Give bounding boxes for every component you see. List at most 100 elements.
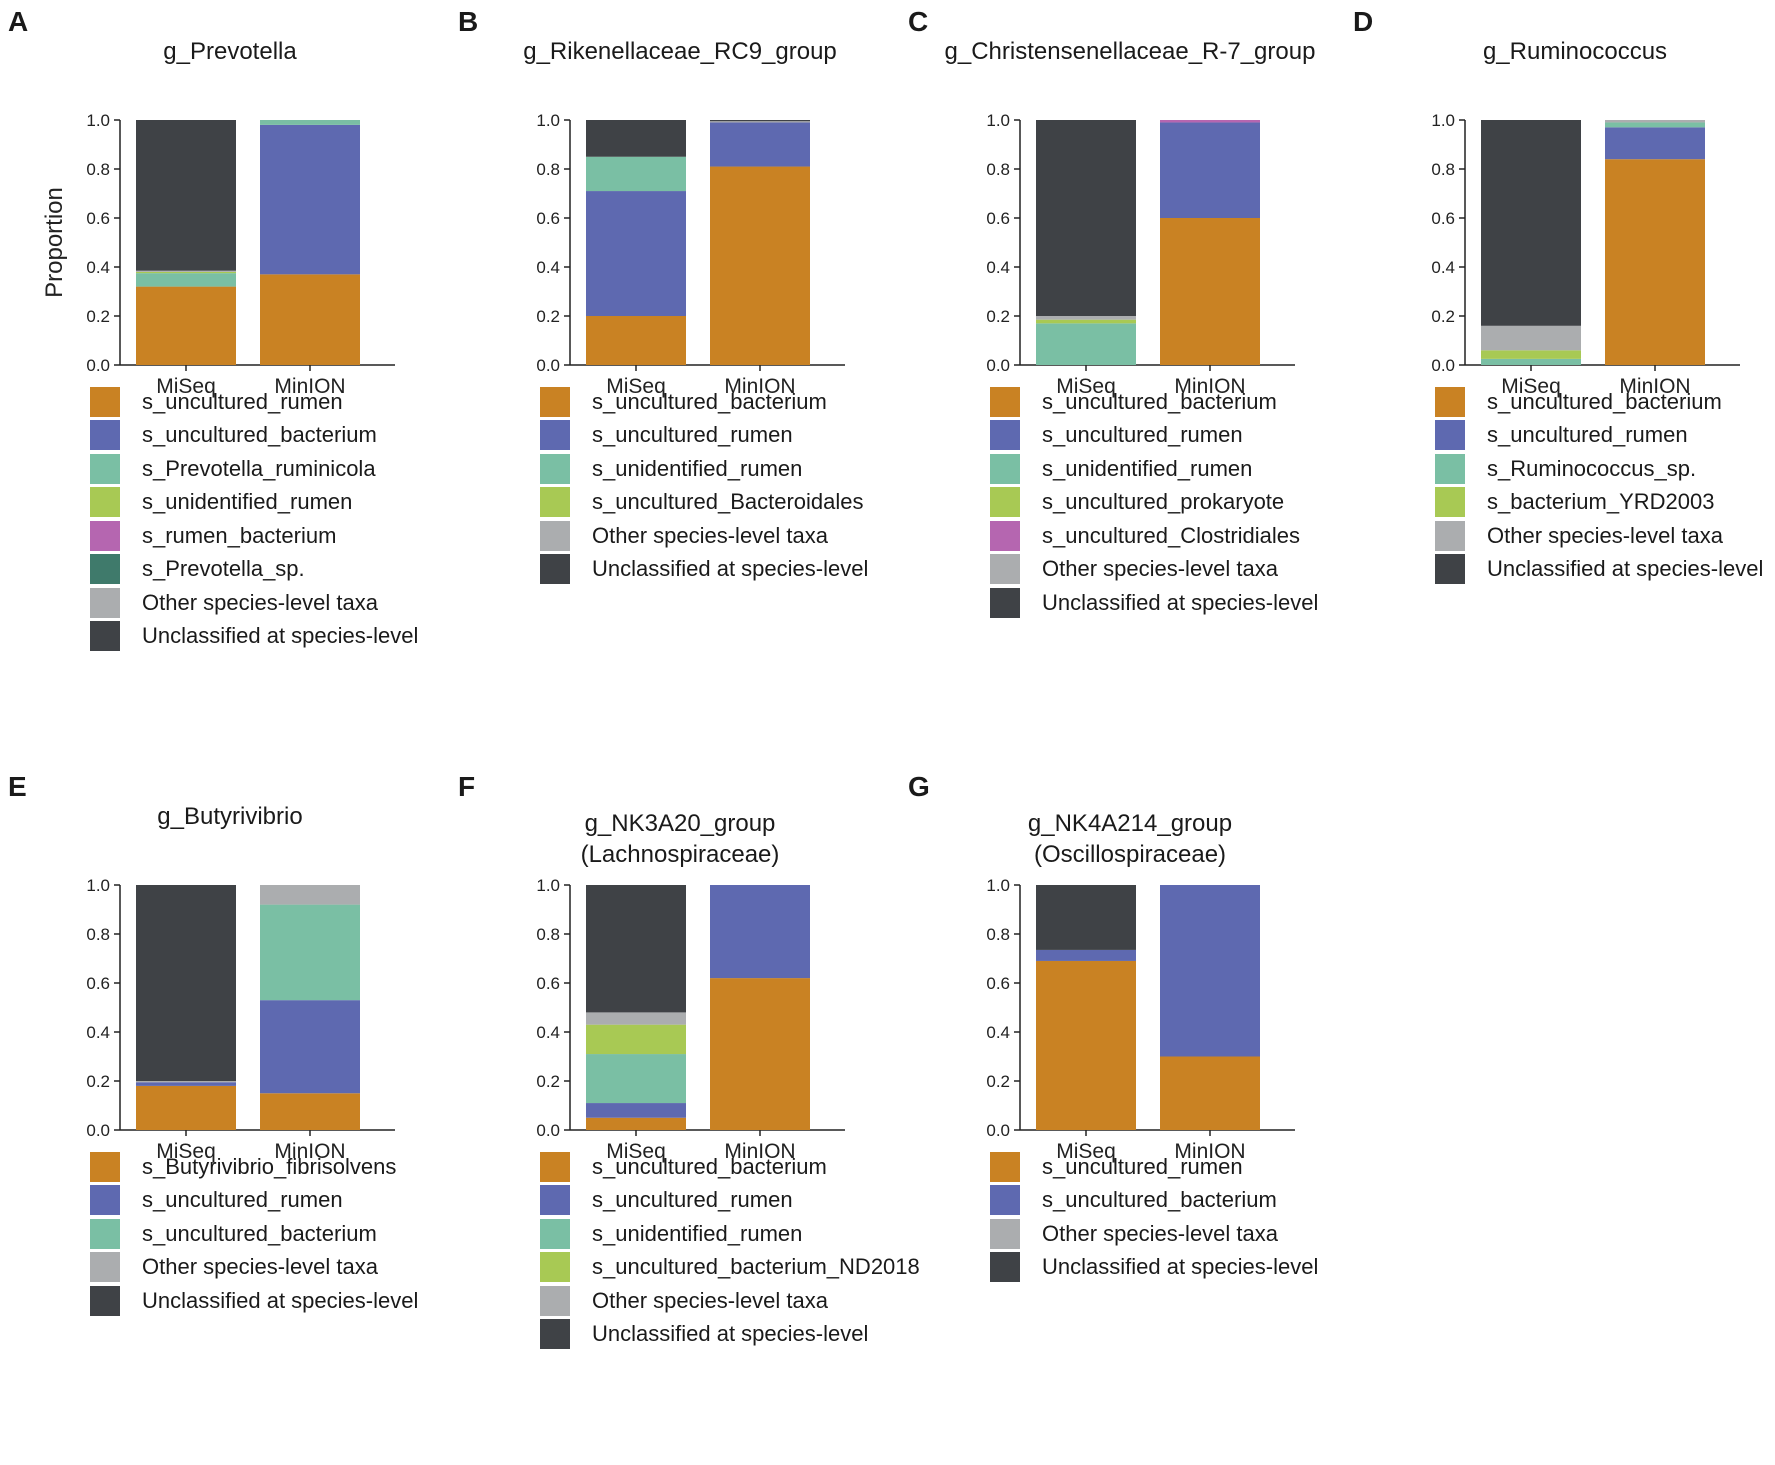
- x-tick-label-miseq: MiSeq: [606, 1140, 666, 1163]
- legend-swatch: [540, 520, 570, 551]
- legend-label: s_uncultured_rumen: [592, 422, 793, 448]
- y-tick-label: 1.0: [86, 876, 110, 895]
- legend-label: Unclassified at species-level: [142, 1287, 419, 1313]
- legend-label: s_uncultured_Clostridiales: [1042, 522, 1301, 548]
- legend-swatch: [540, 1218, 570, 1249]
- legend-label: s_uncultured_rumen: [142, 388, 343, 414]
- bar-segment-s-uncultured-rumen-miseq: [586, 191, 686, 316]
- legend-label: Other species-level taxa: [592, 1287, 828, 1313]
- y-tick-label: 0.4: [536, 1023, 560, 1042]
- legend-item: s_Butyrivibrio_fibrisolvens: [90, 1150, 450, 1184]
- chart-title: g_NK3A20_group (Lachnospiraceae): [580, 810, 780, 868]
- legend-item: s_uncultured_bacterium: [540, 1150, 900, 1184]
- y-tick-label: 0.8: [86, 925, 110, 944]
- bar-segment-s-uncultured-bacterium-miseq: [1036, 949, 1136, 961]
- bar-segment-s-ruminococcus-sp-miseq: [1481, 358, 1581, 365]
- legend-label: Other species-level taxa: [142, 589, 378, 615]
- legend-label: s_uncultured_prokaryote: [1042, 489, 1285, 515]
- x-tick-label-miseq: MiSeq: [156, 1140, 216, 1163]
- legend-label: Other species-level taxa: [1042, 1220, 1278, 1246]
- y-tick-label: 0.0: [86, 1121, 110, 1140]
- bar-segment-s-uncultured-bacterium-minion: [710, 166, 810, 365]
- legend-label: s_uncultured_bacterium: [1042, 388, 1277, 414]
- legend-label: s_uncultured_rumen: [1042, 1153, 1243, 1179]
- legend-item: Other species-level taxa: [990, 1217, 1350, 1251]
- bar-segment-s-bacterium-yrd2003-miseq: [1481, 350, 1581, 359]
- legend-item: Unclassified at species-level: [540, 1318, 900, 1352]
- y-tick-label: 0.2: [986, 307, 1010, 326]
- legend-item: s_uncultured_bacterium: [90, 419, 450, 453]
- y-tick-label: 0.4: [86, 258, 110, 277]
- legend-label: s_uncultured_Bacteroidales: [592, 489, 864, 515]
- bar-segment-s-unidentified-rumen-miseq: [1036, 323, 1136, 365]
- chart-title: g_Butyrivibrio: [157, 803, 303, 830]
- legend-swatch: [90, 1285, 120, 1316]
- bar-segment-unclassified-at-species-level-miseq: [136, 885, 236, 1081]
- plot-area: 0.0 0.2 0.4 0.6 0.8 1.0 MiSeq MinION: [536, 111, 845, 398]
- bar-segment-s-uncultured-rumen-miseq: [136, 1082, 236, 1086]
- legend-item: s_unidentified_rumen: [990, 452, 1350, 486]
- bar-segment-s-uncultured-rumen-minion: [1605, 127, 1705, 160]
- y-tick-label: 0.6: [536, 974, 560, 993]
- legend-label: s_uncultured_bacterium: [592, 1153, 827, 1179]
- legend-swatch: [990, 1151, 1020, 1182]
- legend-label: s_bacterium_YRD2003: [1487, 489, 1715, 515]
- bar-segment-s-uncultured-bacterium-minion: [260, 124, 360, 275]
- legend-swatch: [540, 1285, 570, 1316]
- legend-swatch: [990, 1185, 1020, 1216]
- legend-label: s_Prevotella_ruminicola: [142, 455, 376, 481]
- legend-swatch: [90, 386, 120, 417]
- bar-segment-s-uncultured-rumen-minion: [1160, 1056, 1260, 1130]
- chart-title: g_NK4A214_group (Oscillospiraceae): [1027, 810, 1233, 868]
- legend-label: Other species-level taxa: [1042, 556, 1278, 582]
- plot-area: 0.0 0.2 0.4 0.6 0.8 1.0 MiSeq MinION: [536, 876, 845, 1163]
- legend-label: Other species-level taxa: [1487, 522, 1723, 548]
- bar-segment-s-ruminococcus-sp-minion: [1605, 122, 1705, 128]
- legend-label: Unclassified at species-level: [1487, 556, 1764, 582]
- bar-segment-other-species-level-taxa-miseq: [586, 1012, 686, 1025]
- legend-swatch: [540, 487, 570, 518]
- panel-letter: G: [908, 771, 930, 802]
- y-tick-label: 0.2: [986, 1072, 1010, 1091]
- y-tick-label: 0.0: [536, 1121, 560, 1140]
- y-tick-label: 0.8: [1431, 160, 1455, 179]
- bar-segment-s-uncultured-rumen-miseq: [136, 286, 236, 365]
- bar-segment-other-species-level-taxa-miseq: [1036, 316, 1136, 320]
- legend-item: Other species-level taxa: [90, 586, 450, 620]
- legend-swatch: [990, 386, 1020, 417]
- legend-item: s_uncultured_rumen: [990, 419, 1350, 453]
- plot-area: 0.0 0.2 0.4 0.6 0.8 1.0 MiSeq MinION: [986, 876, 1295, 1163]
- legend-label: Unclassified at species-level: [1042, 1254, 1319, 1280]
- panel-letter: B: [458, 6, 479, 37]
- legend-label: Other species-level taxa: [592, 522, 828, 548]
- legend: s_uncultured_bacterium s_uncultured_rumen…: [540, 1150, 920, 1352]
- chart-title: g_Christensenellaceae_R-7_group: [944, 38, 1316, 65]
- legend-swatch: [90, 554, 120, 585]
- legend-swatch: [540, 386, 570, 417]
- legend-item: s_uncultured_rumen: [990, 1150, 1350, 1184]
- legend-item: s_uncultured_rumen: [90, 385, 450, 419]
- legend-item: s_uncultured_bacterium: [540, 385, 900, 419]
- legend-label: s_uncultured_rumen: [142, 1187, 343, 1213]
- bar-segment-s-uncultured-bacterium-miseq: [586, 1117, 686, 1130]
- legend: s_Butyrivibrio_fibrisolvens s_uncultured_…: [90, 1150, 450, 1318]
- legend-item: Other species-level taxa: [540, 1284, 900, 1318]
- y-tick-label: 0.0: [536, 356, 560, 375]
- legend-item: Other species-level taxa: [90, 1251, 450, 1285]
- legend: s_uncultured_rumen s_uncultured_bacterium…: [90, 385, 450, 653]
- legend-swatch: [90, 453, 120, 484]
- panel-letter: E: [8, 771, 27, 802]
- bar-segment-s-uncultured-bacterium-minion: [1605, 159, 1705, 365]
- legend-swatch: [990, 420, 1020, 451]
- legend-item: Unclassified at species-level: [540, 553, 900, 587]
- bar-segment-s-uncultured-bacterium-minion: [260, 904, 360, 1001]
- y-tick-label: 0.8: [986, 160, 1010, 179]
- legend-item: s_uncultured_bacterium: [990, 1184, 1350, 1218]
- legend-swatch: [1435, 453, 1465, 484]
- panel-letter: C: [908, 6, 929, 37]
